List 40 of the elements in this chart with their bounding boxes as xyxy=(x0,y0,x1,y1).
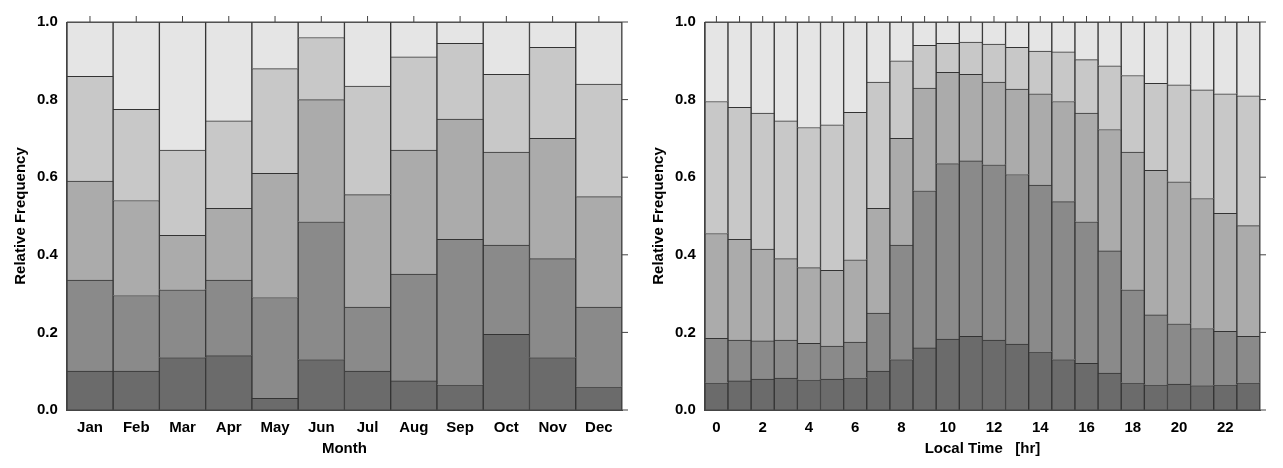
x-tick-label: 12 xyxy=(985,418,1003,436)
y-tick-label: 0.0 xyxy=(674,400,696,418)
x-tick-label: Oct xyxy=(493,418,519,436)
x-tick-label: Dec xyxy=(585,418,613,436)
x-tick-label: Mar xyxy=(169,418,196,436)
x-axis-title: Local Time [hr] xyxy=(924,439,1041,457)
x-tick-label: 14 xyxy=(1031,418,1050,436)
x-tick-label: Nov xyxy=(538,418,568,436)
x-tick-label: 10 xyxy=(939,418,957,436)
x-tick-label: 0 xyxy=(712,418,721,436)
y-tick-label: 0.0 xyxy=(36,400,58,418)
x-tick-label: Jun xyxy=(307,418,335,436)
y-tick-label: 0.2 xyxy=(674,322,696,340)
y-tick-label: 0.6 xyxy=(674,167,696,185)
x-tick-label: 20 xyxy=(1170,418,1188,436)
y-axis-title: Relative Frequency xyxy=(11,146,29,285)
x-tick-label: Sep xyxy=(446,418,474,436)
y-tick-label: 0.4 xyxy=(674,244,697,262)
x-tick-label: 4 xyxy=(804,418,814,436)
x-tick-label: 22 xyxy=(1216,418,1234,436)
x-tick-label: 18 xyxy=(1124,418,1142,436)
y-tick-label: 0.8 xyxy=(674,89,696,107)
x-axis-title: Month xyxy=(321,439,367,457)
x-tick-label: 6 xyxy=(851,418,860,436)
x-tick-label: Jul xyxy=(356,418,379,436)
y-tick-label: 1.0 xyxy=(674,12,696,30)
x-tick-label: Feb xyxy=(122,418,150,436)
y-tick-label: 0.8 xyxy=(36,89,58,107)
x-tick-label: Aug xyxy=(399,418,429,436)
y-tick-label: 1.0 xyxy=(36,12,58,30)
x-tick-label: 16 xyxy=(1078,418,1095,436)
y-tick-label: 0.4 xyxy=(36,244,59,262)
y-tick-label: 0.6 xyxy=(36,167,58,185)
x-tick-label: 8 xyxy=(897,418,906,436)
y-axis-title: Relative Frequency xyxy=(649,146,667,285)
x-tick-label: Apr xyxy=(215,418,242,436)
x-tick-label: May xyxy=(260,418,291,436)
y-tick-label: 0.2 xyxy=(36,322,58,340)
x-tick-label: Jan xyxy=(77,418,103,436)
x-tick-label: 2 xyxy=(758,418,767,436)
